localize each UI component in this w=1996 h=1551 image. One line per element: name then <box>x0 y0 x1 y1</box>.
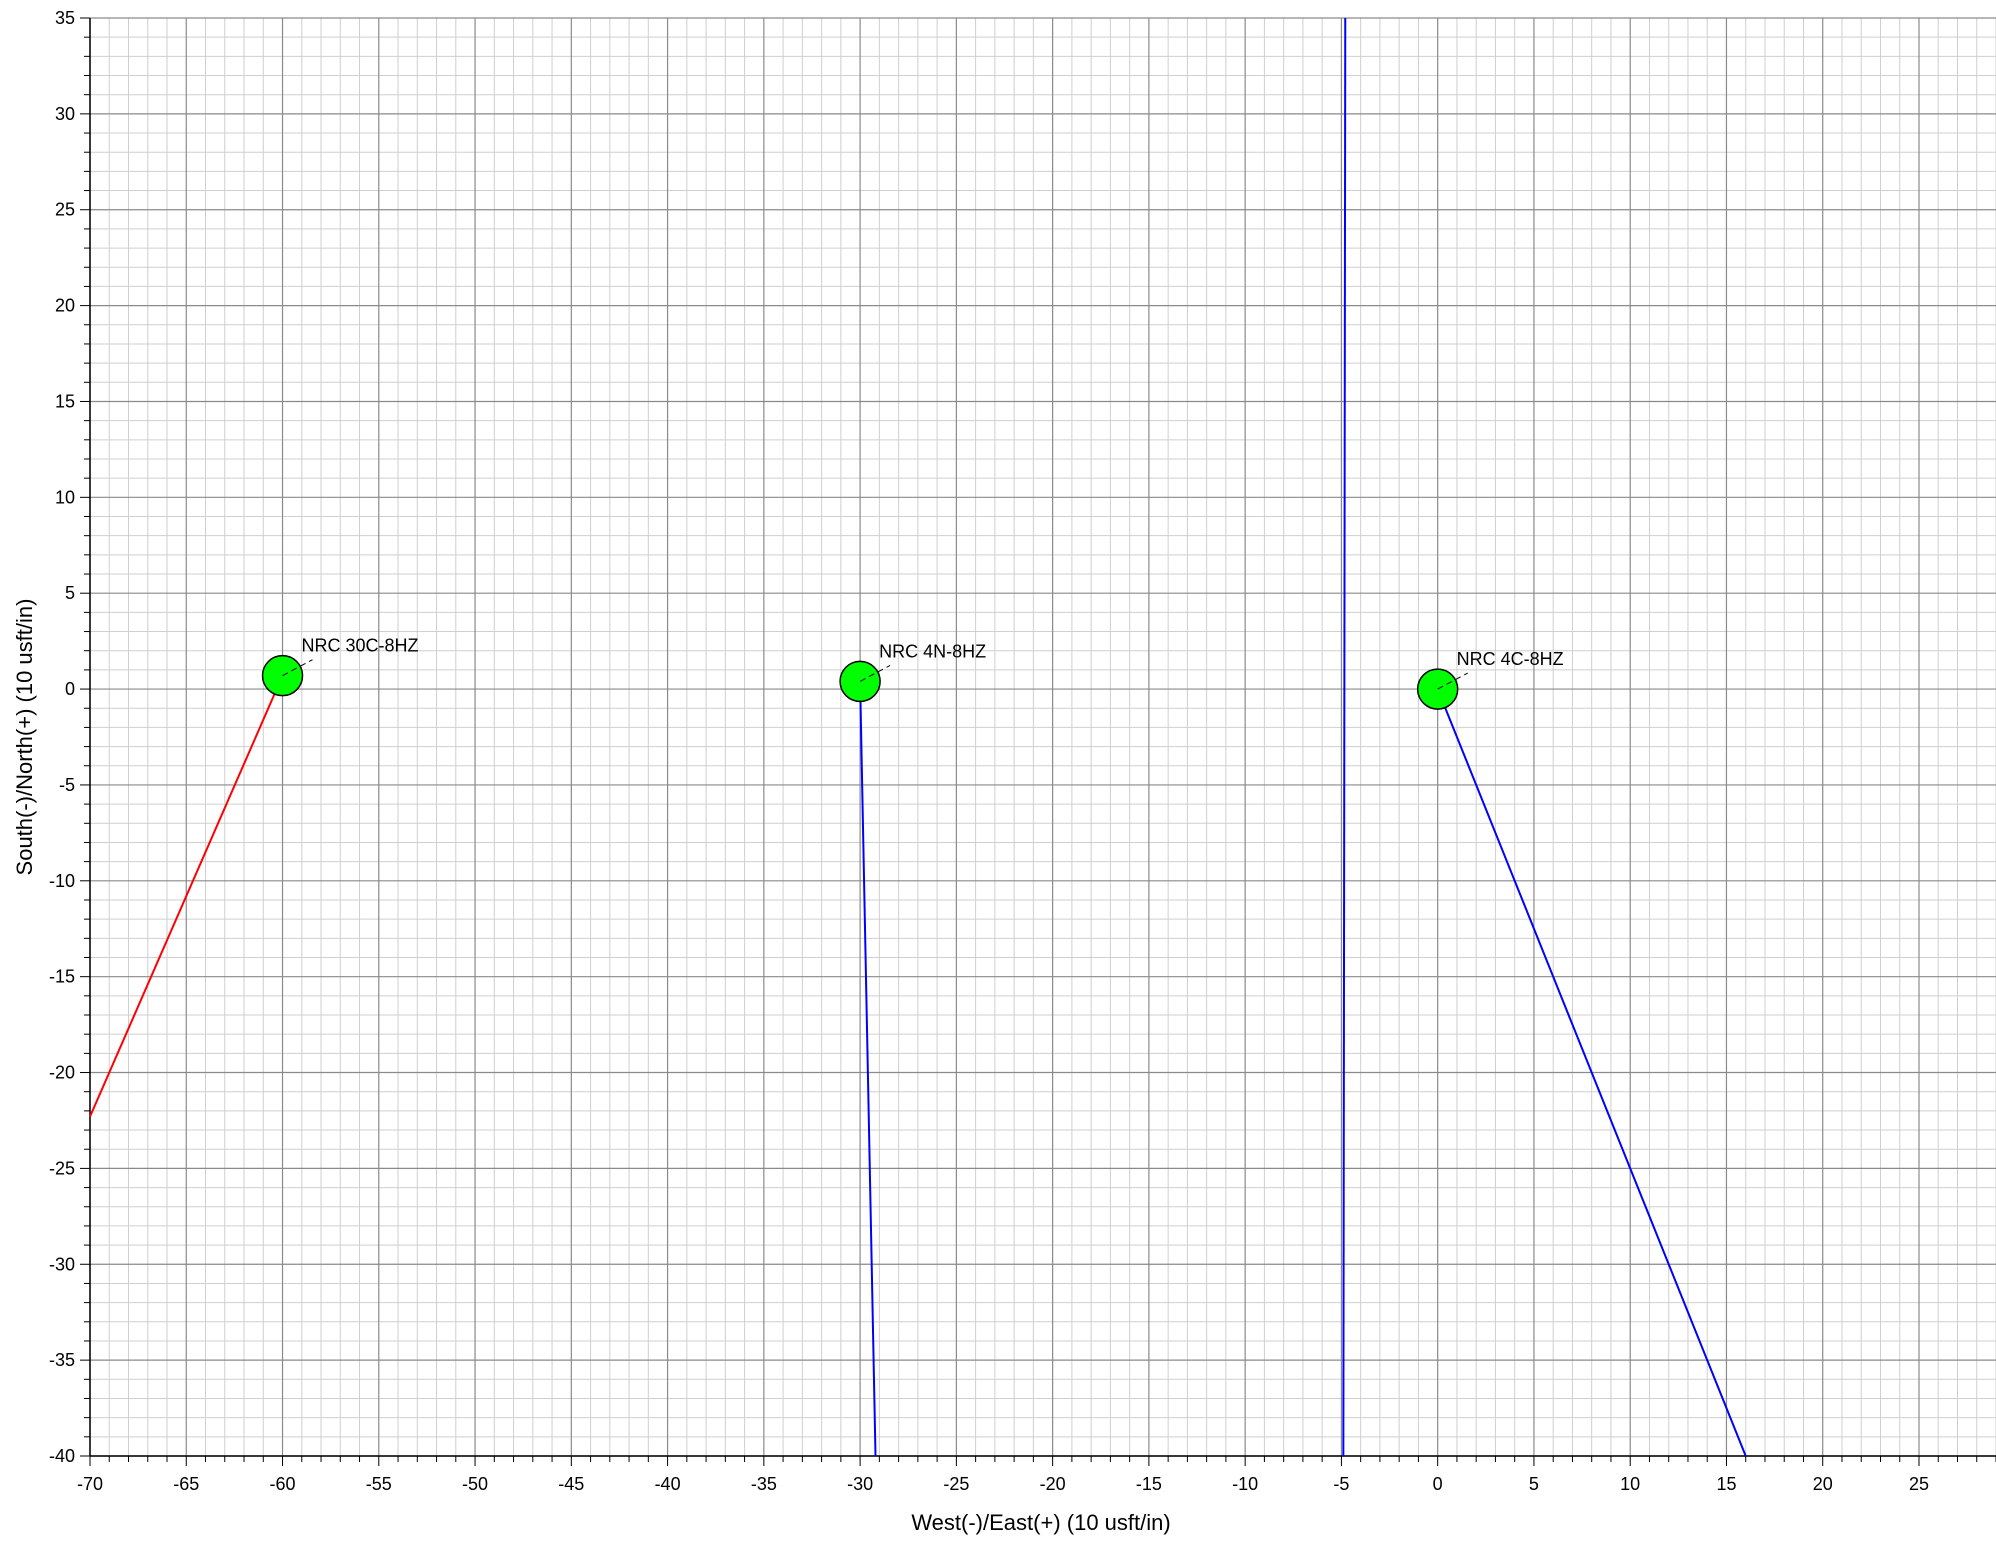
y-axis-title: South(-)/North(+) (10 usft/in) <box>12 599 37 876</box>
x-axis-title: West(-)/East(+) (10 usft/in) <box>911 1510 1170 1535</box>
x-tick-label: -40 <box>655 1474 681 1494</box>
x-tick-label: -70 <box>77 1474 103 1494</box>
well-label: NRC 30C-8HZ <box>302 636 419 656</box>
y-tick-label: -20 <box>49 1063 75 1083</box>
x-tick-label: 5 <box>1529 1474 1539 1494</box>
y-tick-label: 25 <box>55 200 75 220</box>
x-tick-label: -55 <box>366 1474 392 1494</box>
well-label: NRC 4C-8HZ <box>1457 649 1564 669</box>
x-tick-label: 15 <box>1716 1474 1736 1494</box>
y-tick-label: 15 <box>55 391 75 411</box>
x-tick-label: -35 <box>751 1474 777 1494</box>
x-tick-label: -5 <box>1333 1474 1349 1494</box>
y-tick-label: 30 <box>55 104 75 124</box>
well-label: NRC 4N-8HZ <box>879 641 986 661</box>
well-label-leader <box>1437 672 1468 690</box>
y-tick-label: -30 <box>49 1254 75 1274</box>
y-tick-label: -5 <box>59 775 75 795</box>
x-tick-label: -30 <box>847 1474 873 1494</box>
well-trace <box>859 681 877 1457</box>
axes: -70 -65 -60 -55 -50 -45 -40 -35 -30 -25 -20 -15 -10-… <box>49 8 1996 1494</box>
x-tick-label: -15 <box>1136 1474 1162 1494</box>
y-tick-label: -10 <box>49 871 75 891</box>
x-tick-label: -45 <box>558 1474 584 1494</box>
well-trace <box>1342 17 1347 1457</box>
x-tick-label: -25 <box>943 1474 969 1494</box>
well-traces <box>89 17 1747 1457</box>
well-trace <box>89 675 284 1118</box>
y-tick-label: -35 <box>49 1350 75 1370</box>
y-tick-label: 10 <box>55 487 75 507</box>
y-tick-label: 0 <box>65 679 75 699</box>
y-tick-label: 20 <box>55 296 75 316</box>
y-tick-label: -25 <box>49 1158 75 1178</box>
major-grid <box>89 17 1996 1457</box>
x-tick-label: 20 <box>1813 1474 1833 1494</box>
well-markers: NRC 30C-8HZ NRC 4N-8HZ NRC 4C-8HZ <box>261 636 1564 710</box>
y-tick-label: -40 <box>49 1446 75 1466</box>
well-label-leader <box>282 659 313 677</box>
y-tick-label: 35 <box>55 8 75 28</box>
x-tick-label: -10 <box>1232 1474 1258 1494</box>
x-tick-label: -60 <box>270 1474 296 1494</box>
y-tick-label: 5 <box>65 583 75 603</box>
well-trace <box>1436 688 1747 1457</box>
x-tick-label: -65 <box>173 1474 199 1494</box>
x-tick-label: -50 <box>462 1474 488 1494</box>
well-label-leader <box>859 664 891 682</box>
x-tick-label: -20 <box>1040 1474 1066 1494</box>
x-tick-label: 10 <box>1620 1474 1640 1494</box>
minor-grid <box>90 18 1996 1456</box>
x-tick-label: 25 <box>1909 1474 1929 1494</box>
y-tick-label: -15 <box>49 967 75 987</box>
x-tick-label: 0 <box>1433 1474 1443 1494</box>
